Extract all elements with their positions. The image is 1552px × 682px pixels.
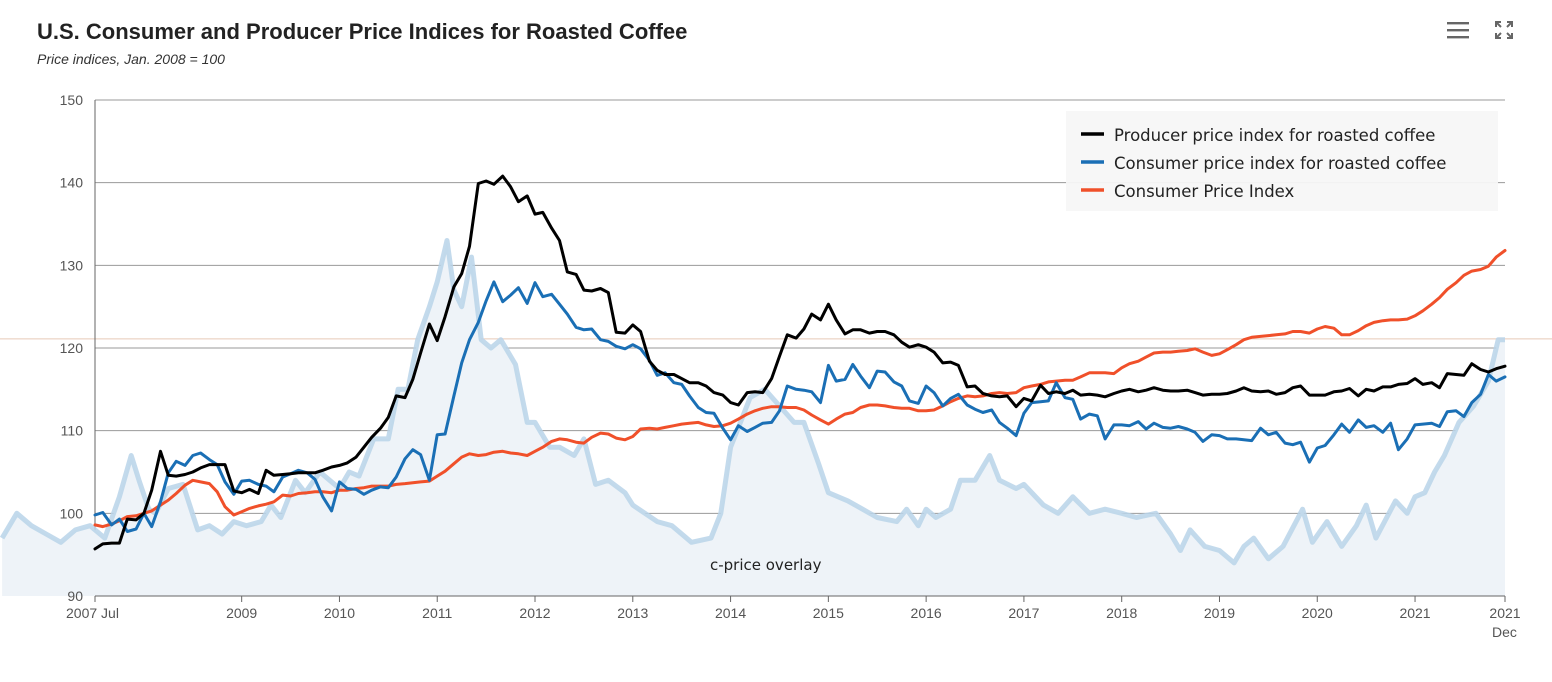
legend-item-label[interactable]: Consumer price index for roasted coffee	[1114, 154, 1446, 173]
chart-title: U.S. Consumer and Producer Price Indices…	[37, 19, 688, 44]
legend-item-label[interactable]: Producer price index for roasted coffee	[1114, 126, 1435, 145]
x-axis-end-label: Dec	[1492, 624, 1517, 640]
x-tick-label: 2007 Jul	[66, 605, 119, 621]
x-tick-label: 2012	[519, 605, 550, 621]
y-tick-label: 120	[60, 340, 84, 356]
series-line-consumer-price-index	[93, 249, 1507, 529]
y-tick-label: 90	[67, 588, 83, 604]
y-axis: 90 100 110 120 130 140 150	[60, 92, 84, 604]
x-tick-label: 2018	[1106, 605, 1137, 621]
y-tick-label: 150	[60, 92, 84, 108]
c-price-annotation: c-price overlay	[710, 556, 822, 574]
c-price-overlay-area	[2, 240, 1506, 596]
x-axis: 2007 Jul 2009 2010 2011 2012 2013 2014 2015 2016…	[66, 595, 1521, 621]
y-tick-label: 140	[60, 175, 84, 191]
chart-subtitle: Price indices, Jan. 2008 = 100	[37, 51, 225, 67]
x-tick-label: 2010	[324, 605, 355, 621]
y-tick-label: 100	[60, 505, 84, 521]
x-tick-label: 2013	[617, 605, 648, 621]
x-tick-label: 2021	[1489, 605, 1520, 621]
legend-box	[1066, 111, 1498, 211]
chart-toolbar	[1446, 18, 1516, 42]
x-tick-label: 2017	[1008, 605, 1039, 621]
legend-item-label[interactable]: Consumer Price Index	[1114, 182, 1295, 201]
series-line-consumer-price-index-coffee	[93, 280, 1507, 533]
x-tick-label: 2014	[715, 605, 746, 621]
x-tick-label: 2009	[226, 605, 257, 621]
x-tick-label: 2011	[422, 605, 452, 621]
y-tick-label: 130	[60, 257, 84, 273]
x-tick-label: 2021	[1399, 605, 1430, 621]
x-tick-label: 2020	[1302, 605, 1333, 621]
expand-arrows-icon[interactable]	[1492, 18, 1516, 42]
chart-legend: Producer price index for roasted coffee C…	[1066, 111, 1498, 211]
c-price-overlay-line	[0, 238, 1505, 566]
x-tick-label: 2019	[1204, 605, 1235, 621]
y-tick-label: 110	[61, 423, 84, 439]
x-tick-label: 2015	[813, 605, 844, 621]
x-tick-label: 2016	[911, 605, 942, 621]
series-line-producer-price-index	[93, 174, 1507, 551]
plot-area	[0, 174, 1507, 596]
hamburger-menu-icon[interactable]	[1446, 18, 1470, 42]
